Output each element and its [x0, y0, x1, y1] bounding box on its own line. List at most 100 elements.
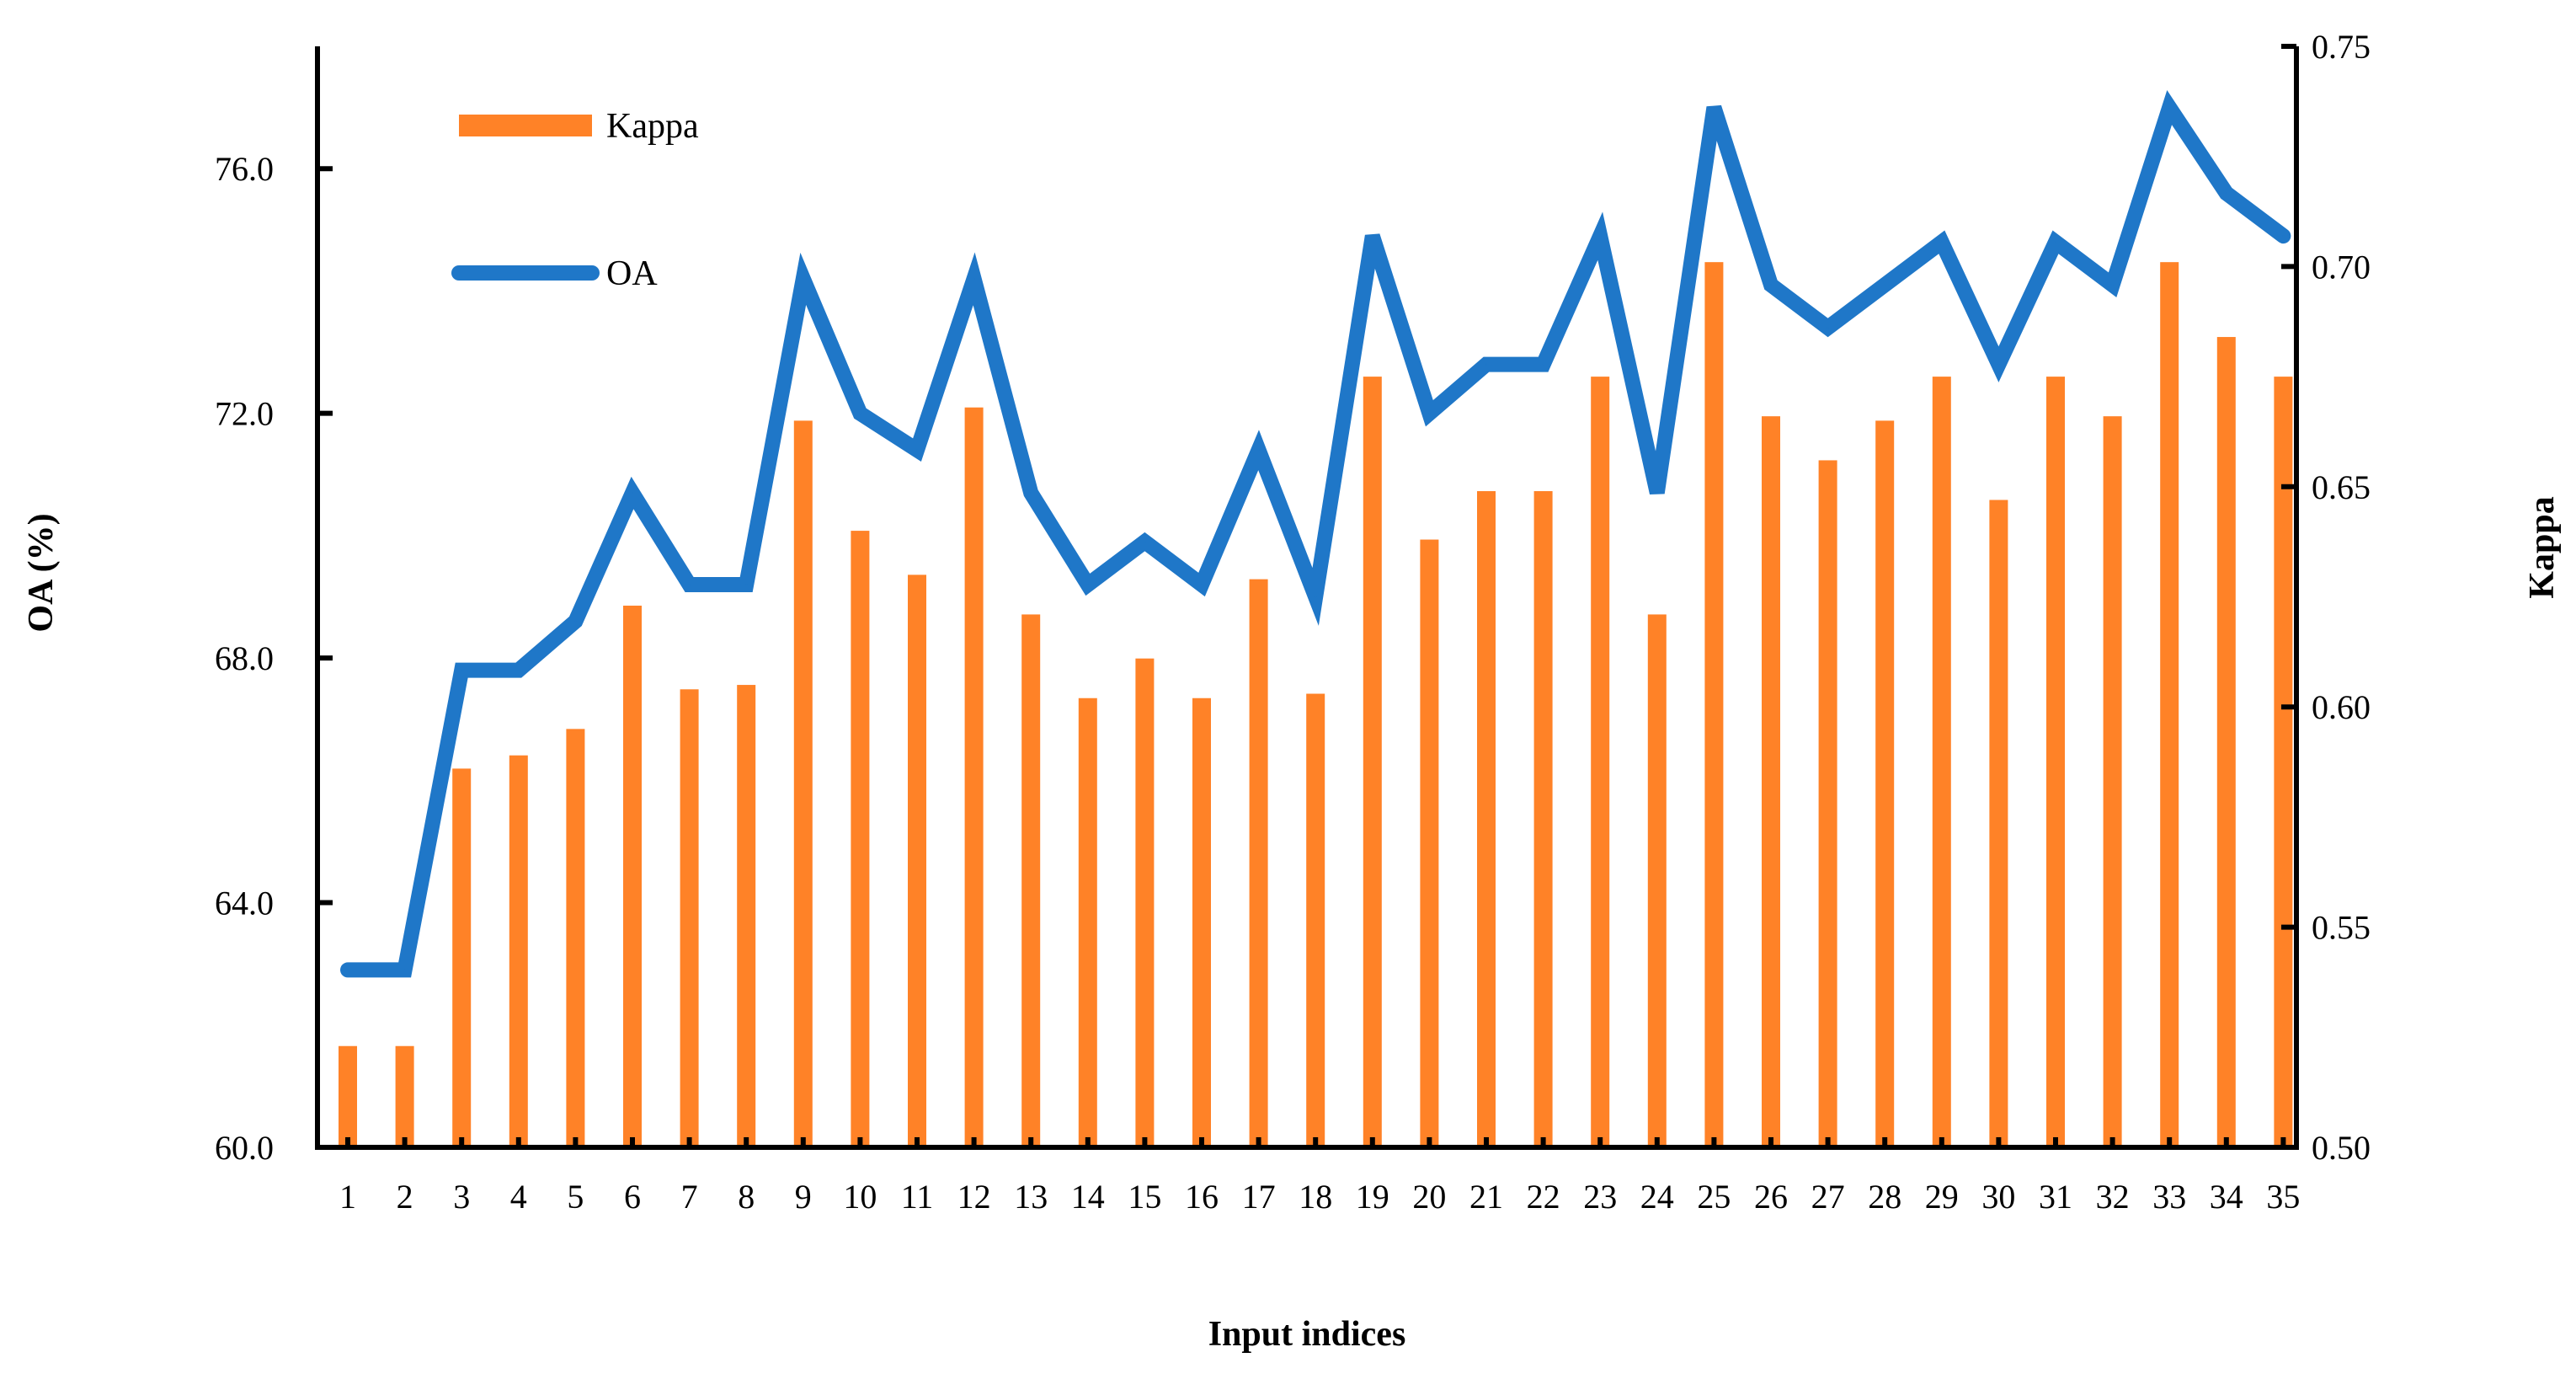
x-tick-label: 26: [1754, 1178, 1788, 1216]
oa-point-22: [1542, 363, 1544, 366]
x-tick-label: 8: [738, 1178, 755, 1216]
right-y-tick-label: 0.60: [2312, 688, 2371, 726]
oa-point-18: [1315, 596, 1317, 598]
right-y-tick-label: 0.75: [2312, 28, 2371, 66]
x-tick-label: 13: [1014, 1178, 1048, 1216]
oa-point-9: [802, 277, 804, 280]
kappa-bar-9: [793, 420, 813, 1147]
oa-line-layer: [340, 90, 2291, 978]
oa-point-33: [2168, 106, 2171, 109]
x-tick-label: 15: [1128, 1178, 1161, 1216]
oa-point-26: [1770, 284, 1772, 286]
right-y-tick-label: 0.50: [2312, 1129, 2371, 1167]
left-y-axis-title: OA (%): [22, 513, 61, 632]
kappa-bar-34: [2216, 337, 2236, 1148]
x-ticks: 1 2 3 4 5 6 7 8 9 10 11 12 13 14 15 16 17 18 19 20 21 22 23 24 2…: [339, 1137, 2300, 1216]
oa-point-11: [916, 449, 918, 452]
oa-point-3: [461, 669, 463, 671]
x-tick-label: 35: [2266, 1178, 2300, 1216]
x-tick-label: 11: [901, 1178, 934, 1216]
x-tick-label: 32: [2096, 1178, 2130, 1216]
x-tick-label: 9: [795, 1178, 812, 1216]
oa-point-32: [2111, 284, 2114, 286]
x-tick-label: 27: [1811, 1178, 1845, 1216]
legend-kappa-label: Kappa: [606, 107, 699, 146]
x-tick-label: 28: [1868, 1178, 1901, 1216]
kappa-bar-33: [2160, 262, 2179, 1147]
x-axis-title: Input indices: [1208, 1315, 1406, 1354]
right-y-tick-label: 0.55: [2312, 909, 2371, 947]
oa-point-25: [1713, 106, 1715, 109]
oa-point-16: [1201, 583, 1203, 585]
left-y-tick-label: 76.0: [215, 150, 274, 188]
oa-point-17: [1257, 449, 1260, 452]
kappa-bar-13: [1021, 614, 1041, 1147]
right-y-tick-label: 0.70: [2312, 248, 2371, 286]
oa-point-6: [632, 492, 633, 494]
x-tick-label: 12: [957, 1178, 991, 1216]
kappa-bar-14: [1078, 698, 1097, 1147]
x-tick-label: 34: [2210, 1178, 2243, 1216]
oa-point-20: [1428, 412, 1431, 414]
left-y-ticks: 60.0 64.0 68.0 72.0 76.0: [215, 150, 333, 1167]
x-tick-label: 21: [1469, 1178, 1503, 1216]
kappa-bar-7: [680, 689, 699, 1147]
oa-point-23: [1599, 235, 1602, 238]
kappa-bar-2: [395, 1045, 414, 1147]
kappa-bars: [339, 262, 2293, 1148]
x-tick-label: 2: [397, 1178, 413, 1216]
oa-point-5: [574, 620, 577, 623]
kappa-bar-20: [1420, 539, 1439, 1147]
oa-point-15: [1144, 541, 1146, 543]
x-tick-label: 19: [1356, 1178, 1389, 1216]
oa-point-2: [403, 969, 406, 971]
x-tick-label: 5: [567, 1178, 584, 1216]
kappa-bar-17: [1249, 579, 1268, 1147]
kappa-bar-24: [1647, 614, 1667, 1147]
legend: Kappa OA: [451, 107, 699, 293]
left-y-tick-label: 68.0: [215, 639, 274, 677]
kappa-bar-27: [1818, 460, 1837, 1147]
kappa-bar-6: [623, 605, 642, 1147]
x-tick-label: 31: [2039, 1178, 2072, 1216]
x-tick-label: 23: [1583, 1178, 1617, 1216]
x-tick-label: 22: [1527, 1178, 1560, 1216]
oa-point-27: [1827, 327, 1829, 329]
left-y-tick-label: 64.0: [215, 885, 274, 922]
kappa-bar-35: [2274, 377, 2293, 1148]
oa-point-29: [1940, 241, 1943, 243]
x-tick-label: 18: [1299, 1178, 1332, 1216]
oa-point-7: [688, 583, 691, 585]
kappa-bar-26: [1762, 416, 1780, 1148]
x-tick-label: 4: [510, 1178, 527, 1216]
kappa-bar-5: [566, 729, 585, 1147]
x-tick-label: 33: [2152, 1178, 2186, 1216]
left-y-tick-label: 72.0: [215, 395, 274, 433]
right-y-axis-title: Kappa: [2523, 496, 2562, 598]
x-tick-label: 6: [624, 1178, 641, 1216]
kappa-bar-11: [908, 575, 926, 1147]
oa-point-10: [859, 412, 861, 414]
kappa-bar-32: [2103, 416, 2122, 1148]
oa-point-28: [1884, 284, 1886, 286]
oa-point-35: [2282, 235, 2285, 238]
kappa-bar-21: [1477, 491, 1496, 1147]
x-tick-label: 14: [1071, 1178, 1105, 1216]
kappa-bar-23: [1591, 377, 1610, 1148]
x-tick-label: 1: [339, 1178, 356, 1216]
oa-point-30: [1997, 363, 2000, 366]
kappa-bar-15: [1135, 658, 1155, 1147]
x-tick-label: 3: [453, 1178, 470, 1216]
legend-oa-label: OA: [606, 254, 658, 293]
kappa-bar-10: [851, 531, 870, 1147]
oa-point-31: [2055, 241, 2056, 243]
kappa-bar-18: [1306, 693, 1325, 1147]
kappa-bar-12: [964, 407, 984, 1147]
kappa-bar-30: [1989, 500, 2008, 1147]
kappa-bar-25: [1704, 262, 1724, 1147]
x-tick-label: 16: [1185, 1178, 1219, 1216]
x-tick-label: 10: [843, 1178, 877, 1216]
left-y-tick-label: 60.0: [215, 1129, 274, 1167]
oa-point-1: [347, 969, 349, 971]
x-tick-label: 24: [1640, 1178, 1674, 1216]
